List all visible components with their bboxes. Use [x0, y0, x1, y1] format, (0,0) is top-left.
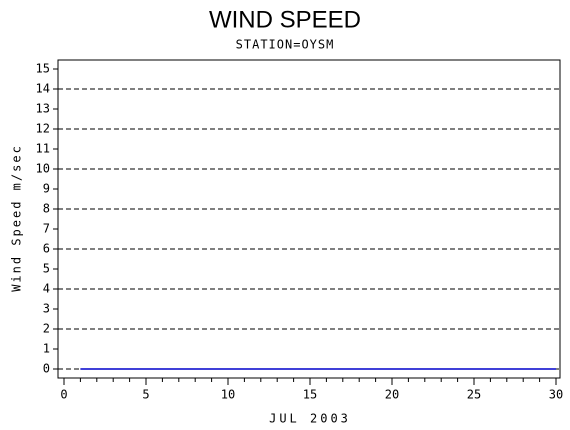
y-tick-label: 8	[43, 202, 50, 216]
y-tick-label: 3	[43, 302, 50, 316]
x-tick-label: 30	[549, 388, 563, 402]
y-tick-label: 10	[36, 162, 50, 176]
x-axis-label: JUL 2003	[269, 412, 351, 426]
y-tick-label: 13	[36, 102, 50, 116]
y-tick-label: 14	[36, 82, 50, 96]
y-tick-label: 4	[43, 282, 50, 296]
y-tick-label: 0	[43, 362, 50, 376]
y-tick-label: 9	[43, 182, 50, 196]
chart-subtitle: STATION=OYSM	[236, 38, 335, 52]
plot-frame	[57, 59, 561, 379]
y-tick-label: 12	[36, 122, 50, 136]
x-tick-label: 25	[467, 388, 481, 402]
y-tick-label: 15	[36, 62, 50, 76]
y-axis-label: Wind Speed m/sec	[10, 144, 24, 292]
x-tick-label: 15	[303, 388, 317, 402]
x-tick-label: 0	[60, 388, 67, 402]
y-tick-label: 2	[43, 322, 50, 336]
y-tick-label: 6	[43, 242, 50, 256]
y-tick-label: 1	[43, 342, 50, 356]
y-tick-label: 11	[36, 142, 50, 156]
y-tick-label: 7	[43, 222, 50, 236]
y-tick-label: 5	[43, 262, 50, 276]
x-tick-label: 5	[142, 388, 149, 402]
x-tick-label: 10	[221, 388, 235, 402]
chart-title: WIND SPEED	[209, 6, 361, 33]
x-tick-label: 20	[385, 388, 399, 402]
